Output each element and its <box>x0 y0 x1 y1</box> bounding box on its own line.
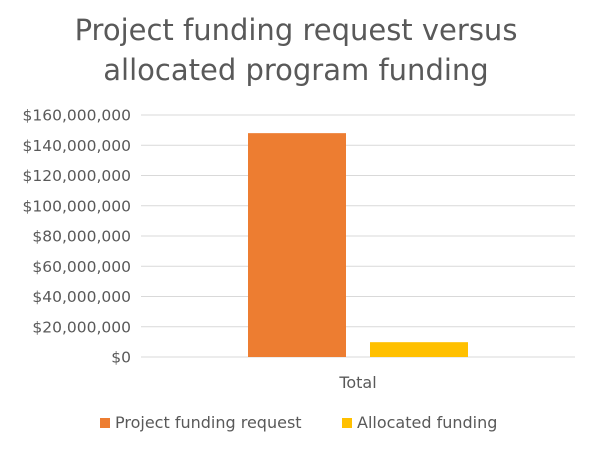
y-tick-label: $20,000,000 <box>32 318 131 336</box>
y-tick-label: $80,000,000 <box>32 228 131 246</box>
legend-label: Allocated funding <box>357 413 497 432</box>
bar-allocated-funding <box>370 342 468 357</box>
y-tick-label: $60,000,000 <box>32 258 131 276</box>
chart-title-line-1: Project funding request versus <box>74 13 518 47</box>
x-category-label: Total <box>338 373 376 392</box>
y-tick-label: $160,000,000 <box>23 107 131 125</box>
legend-label: Project funding request <box>115 413 302 432</box>
legend-swatch <box>342 418 352 428</box>
chart-title-line-2: allocated program funding <box>103 53 489 87</box>
bar-project-funding-request <box>248 133 346 357</box>
y-tick-label: $0 <box>111 349 131 367</box>
y-tick-label: $100,000,000 <box>23 197 131 215</box>
legend-swatch <box>100 418 110 428</box>
y-tick-label: $40,000,000 <box>32 288 131 306</box>
chart-title: Project funding request versus allocated… <box>0 10 592 90</box>
y-tick-label: $140,000,000 <box>23 137 131 155</box>
y-tick-label: $120,000,000 <box>23 167 131 185</box>
